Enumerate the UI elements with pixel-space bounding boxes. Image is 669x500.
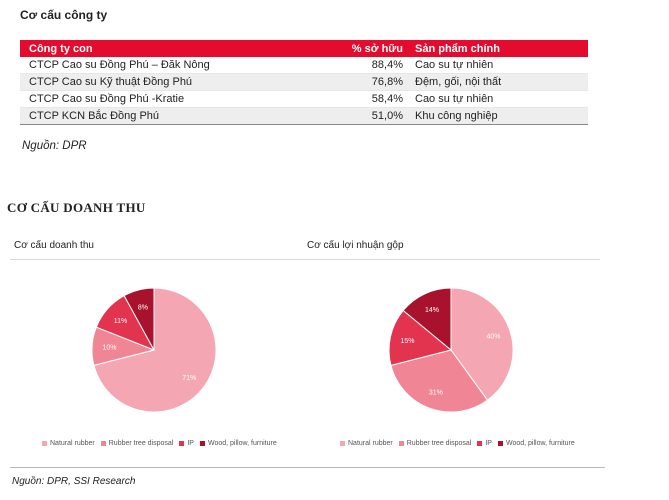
legend-item: Rubber tree disposal bbox=[398, 440, 472, 447]
divider bbox=[10, 259, 600, 260]
cell-company: CTCP Cao su Đồng Phú – Đăk Nông bbox=[29, 59, 210, 71]
legend-label: Wood, pillow, furniture bbox=[207, 440, 277, 447]
legend-label: IP bbox=[187, 440, 194, 447]
legend-label: Wood, pillow, furniture bbox=[505, 440, 575, 447]
legend-swatch bbox=[179, 441, 185, 446]
subsidiaries-table: Công ty con % sở hữu Sản phẩm chính CTCP… bbox=[20, 40, 588, 125]
cell-product: Cao su tự nhiên bbox=[415, 93, 494, 105]
cell-ownership: 76,8% bbox=[371, 76, 403, 88]
data-label: 14% bbox=[425, 307, 439, 314]
chart-source: Nguồn: DPR, SSI Research bbox=[12, 476, 136, 487]
cell-product: Khu công nghiệp bbox=[415, 110, 498, 122]
divider bbox=[10, 467, 605, 468]
cell-ownership: 58,4% bbox=[371, 93, 403, 105]
legend-item: Natural rubber bbox=[340, 440, 393, 447]
revenue-pie-chart: 71% 10% 11% 8% bbox=[91, 287, 217, 413]
legend-swatch bbox=[340, 441, 345, 446]
legend-label: Natural rubber bbox=[50, 440, 95, 447]
chart-legend: Natural rubber Rubber tree disposal IP Wood… bbox=[42, 440, 283, 447]
table-row: CTCP Cao su Đồng Phú – Đăk Nông 88,4% Ca… bbox=[20, 57, 588, 74]
data-label: 10% bbox=[102, 345, 116, 352]
pie-slice bbox=[388, 309, 453, 367]
legend-item: Wood, pillow, furniture bbox=[199, 440, 277, 447]
cell-ownership: 88,4% bbox=[371, 59, 403, 71]
legend-item: IP bbox=[477, 440, 492, 447]
revenue-structure-title: CƠ CẤU DOANH THU bbox=[7, 200, 146, 215]
legend-swatch bbox=[497, 441, 503, 446]
pie-slice bbox=[402, 287, 452, 352]
data-label: 8% bbox=[138, 304, 148, 311]
chart-title-revenue: Cơ cấu doanh thu bbox=[14, 240, 94, 251]
cell-product: Cao su tự nhiên bbox=[415, 59, 494, 71]
legend-item: Natural rubber bbox=[42, 440, 95, 447]
chart-title-gross-profit: Cơ cấu lợi nhuận gộp bbox=[307, 240, 404, 251]
cell-ownership: 51,0% bbox=[371, 110, 403, 122]
legend-label: Natural rubber bbox=[348, 440, 393, 447]
data-label: 11% bbox=[114, 318, 128, 325]
data-label: 40% bbox=[486, 334, 500, 341]
legend-swatch bbox=[42, 441, 47, 446]
pie-slice bbox=[123, 287, 155, 351]
legend-item: IP bbox=[179, 440, 194, 447]
data-label: 71% bbox=[182, 375, 196, 382]
legend-label: Rubber tree disposal bbox=[108, 440, 174, 447]
table-row: CTCP Cao su Đồng Phú -Kratie 58,4% Cao s… bbox=[20, 91, 588, 108]
legend-swatch bbox=[100, 441, 106, 446]
legend-swatch bbox=[477, 441, 483, 446]
header-ownership: % sở hữu bbox=[351, 42, 403, 55]
table-row: CTCP Cao su Kỹ thuật Đồng Phú 76,8% Đệm,… bbox=[20, 74, 588, 91]
legend-item: Rubber tree disposal bbox=[100, 440, 174, 447]
table-source: Nguồn: DPR bbox=[22, 140, 87, 152]
data-label: 31% bbox=[429, 390, 443, 397]
table-header: Công ty con % sở hữu Sản phẩm chính bbox=[20, 40, 588, 57]
gross-profit-pie-chart: 40% 31% 15% 14% bbox=[388, 287, 514, 413]
legend-item: Wood, pillow, furniture bbox=[497, 440, 575, 447]
pie-slice bbox=[390, 349, 489, 413]
data-label: 15% bbox=[400, 338, 414, 345]
company-structure-title: Cơ cấu công ty bbox=[20, 8, 108, 22]
cell-company: CTCP Cao su Đồng Phú -Kratie bbox=[29, 93, 185, 105]
legend-label: Rubber tree disposal bbox=[406, 440, 472, 447]
legend-label: IP bbox=[485, 440, 492, 447]
cell-company: CTCP Cao su Kỹ thuật Đồng Phú bbox=[29, 76, 193, 88]
table-row: CTCP KCN Bắc Đồng Phú 51,0% Khu công ngh… bbox=[20, 108, 588, 125]
legend-swatch bbox=[199, 441, 205, 446]
pie-slice bbox=[450, 287, 514, 401]
header-product: Sản phẩm chính bbox=[415, 42, 500, 55]
header-company: Công ty con bbox=[29, 42, 93, 55]
legend-swatch bbox=[398, 441, 404, 446]
cell-product: Đệm, gối, nội thất bbox=[415, 76, 502, 88]
cell-company: CTCP KCN Bắc Đồng Phú bbox=[29, 110, 160, 122]
chart-legend: Natural rubber Rubber tree disposal IP Wood… bbox=[340, 440, 581, 447]
